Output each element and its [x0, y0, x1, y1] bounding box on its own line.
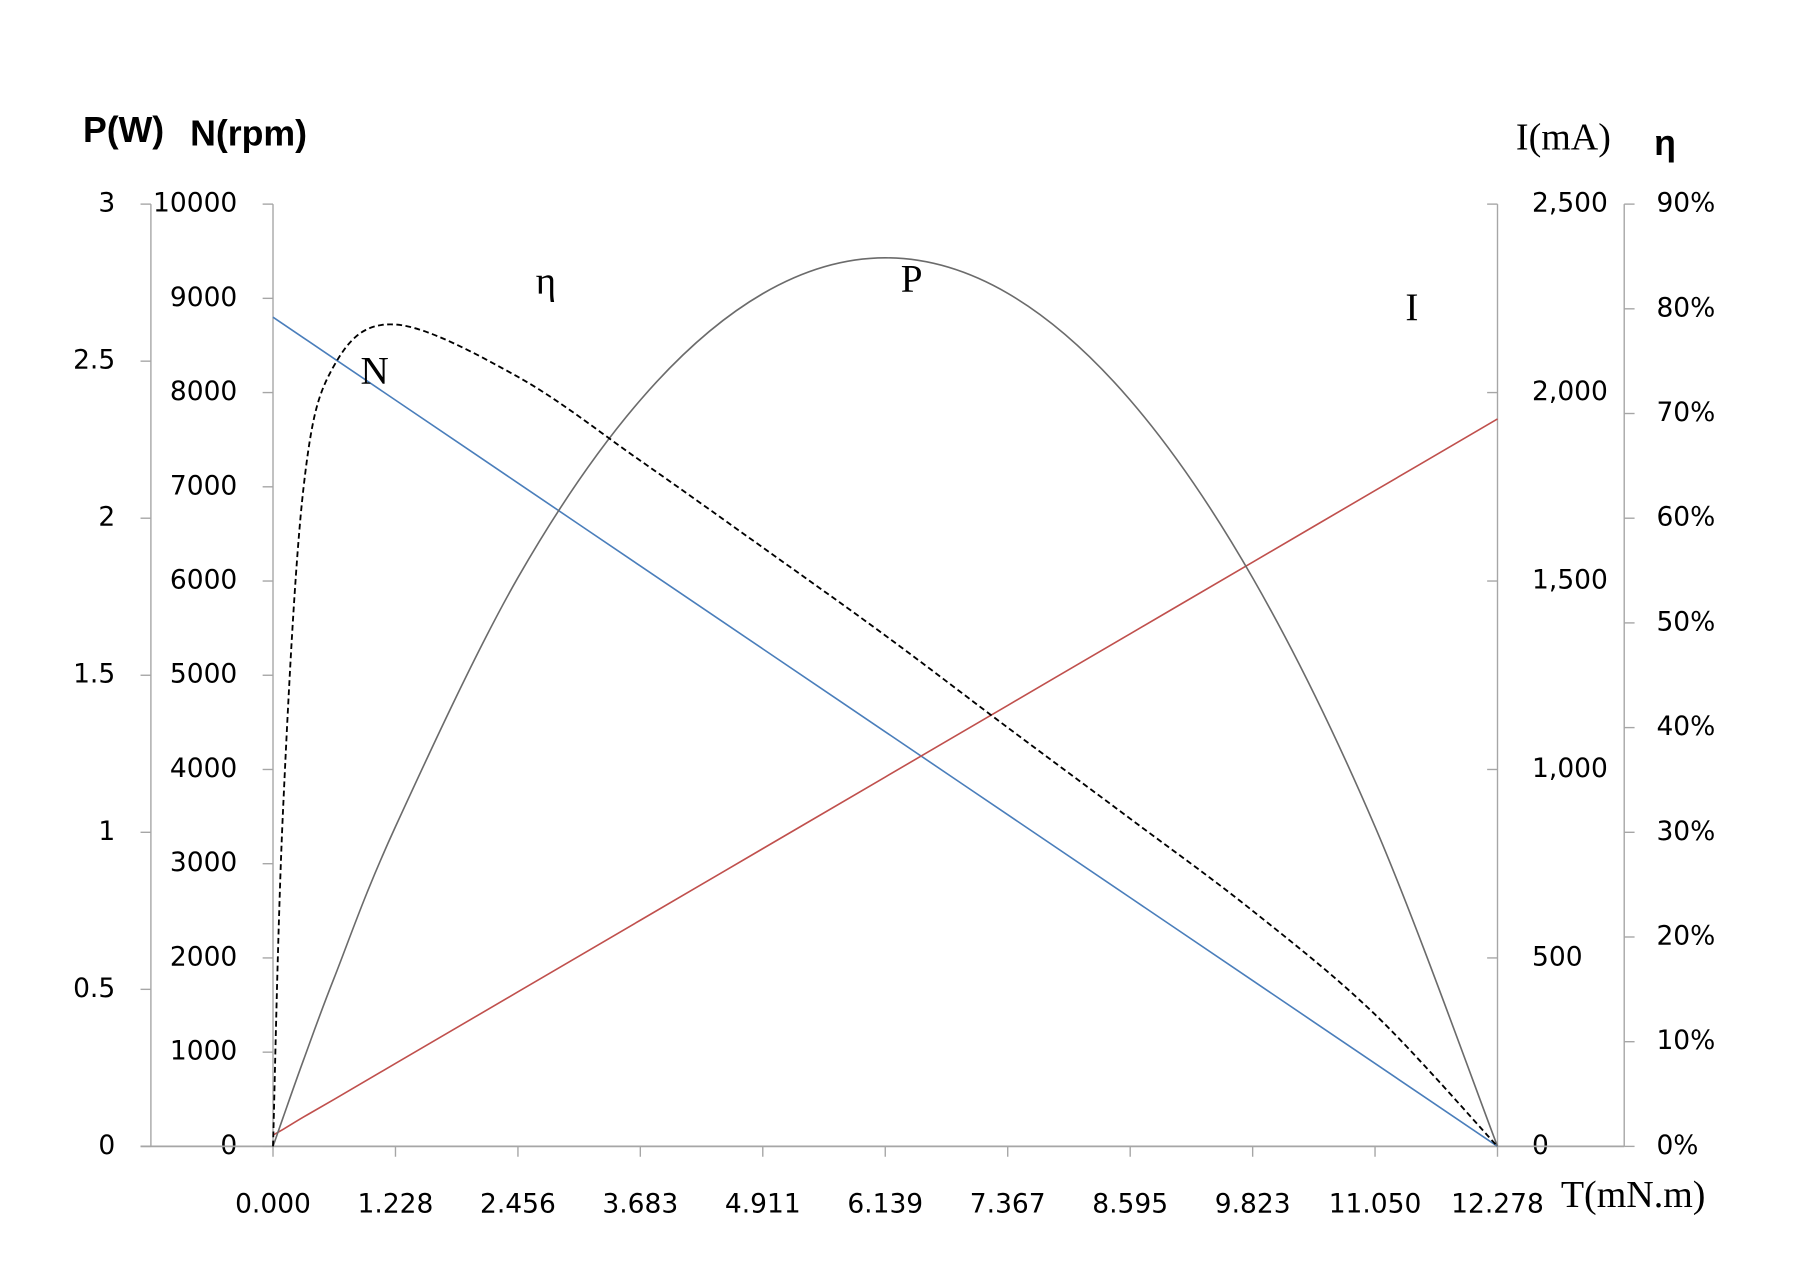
eta-axis-title: η [1654, 123, 1676, 163]
y-tick-label: 3000 [170, 847, 237, 878]
series-label: N [361, 350, 389, 393]
x-tick-label: 3.683 [602, 1189, 678, 1220]
y-tick-label: 1,500 [1532, 565, 1608, 596]
y-tick-label: 2.5 [73, 345, 115, 376]
series-label: η [536, 260, 556, 303]
x-tick-label: 9.823 [1215, 1189, 1291, 1220]
x-tick-label: 2.456 [480, 1189, 556, 1220]
y-tick-label: 7000 [170, 470, 237, 501]
y-tick-label: 1.5 [73, 659, 115, 690]
y-tick-label: 30% [1656, 816, 1715, 847]
y-tick-label: 0% [1656, 1130, 1698, 1161]
y-tick-label: 20% [1656, 920, 1715, 951]
y-tick-label: 0 [1532, 1130, 1549, 1161]
series-line [272, 323, 1499, 1148]
y-tick-label: 1 [98, 816, 115, 847]
x-tick-label: 1.228 [358, 1189, 434, 1220]
y-tick-label: 5000 [170, 659, 237, 690]
y-tick-label: 90% [1656, 188, 1715, 219]
y-tick-label: 4000 [170, 753, 237, 784]
y-tick-label: 2000 [170, 941, 237, 972]
series-line [272, 257, 1499, 1147]
i-axis-title: I(mA) [1516, 116, 1611, 158]
y-tick-label: 40% [1656, 711, 1715, 742]
y-tick-label: 0 [98, 1130, 115, 1161]
y-tick-label: 60% [1656, 502, 1715, 533]
x-tick-label: 0.000 [235, 1189, 311, 1220]
x-tick-label: 11.050 [1329, 1189, 1422, 1220]
y-tick-label: 9000 [170, 282, 237, 313]
y-tick-label: 0.5 [73, 973, 115, 1004]
y-tick-label: 6000 [170, 565, 237, 596]
series-line [272, 316, 1498, 1148]
series-label: P [901, 257, 923, 300]
y-tick-label: 3 [98, 188, 115, 219]
y-tick-label: 2,000 [1532, 376, 1608, 407]
y-tick-label: 2,500 [1532, 188, 1608, 219]
x-tick-label: 6.139 [847, 1189, 923, 1220]
series-label: I [1405, 286, 1418, 329]
y-tick-label: 50% [1656, 606, 1715, 637]
y-tick-label: 1,000 [1532, 753, 1608, 784]
p-axis-title: P(W) [83, 110, 164, 150]
y-tick-label: 500 [1532, 941, 1583, 972]
y-tick-label: 80% [1656, 292, 1715, 323]
n-axis-title: N(rpm) [190, 114, 307, 154]
x-tick-label: 8.595 [1092, 1189, 1168, 1220]
y-tick-label: 1000 [170, 1036, 237, 1067]
y-tick-label: 10000 [153, 188, 237, 219]
series-line [272, 418, 1498, 1136]
y-tick-label: 2 [98, 502, 115, 533]
y-tick-label: 10% [1656, 1025, 1715, 1056]
x-tick-label: 7.367 [970, 1189, 1046, 1220]
y-tick-label: 8000 [170, 376, 237, 407]
y-tick-label: 0 [220, 1130, 237, 1161]
x-tick-label: 12.278 [1451, 1189, 1544, 1220]
x-axis-title: T(mN.m) [1561, 1174, 1706, 1216]
x-tick-label: 4.911 [725, 1189, 801, 1220]
y-tick-label: 70% [1656, 397, 1715, 428]
